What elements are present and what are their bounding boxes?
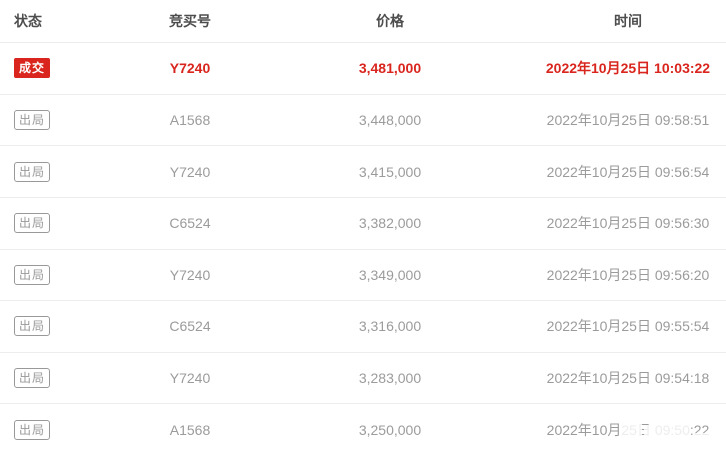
column-header-price: 价格 bbox=[376, 13, 404, 29]
bid-time: 2022年10月25日 09:50:22 bbox=[546, 421, 710, 438]
bid-price: 3,415,000 bbox=[358, 163, 422, 180]
bidder-number: Y7240 bbox=[169, 163, 211, 180]
bidder-number: C6524 bbox=[169, 318, 211, 335]
bid-price: 3,481,000 bbox=[358, 60, 422, 77]
bid-price: 3,250,000 bbox=[358, 421, 422, 438]
status-badge: 出局 bbox=[14, 264, 51, 285]
table-row: 出局 A1568 3,250,000 2022年10月25日 09:50:22 bbox=[0, 403, 726, 455]
bid-price: 3,316,000 bbox=[358, 318, 422, 335]
table-row: 成交 Y7240 3,481,000 2022年10月25日 10:03:22 bbox=[0, 42, 726, 94]
bid-price: 3,448,000 bbox=[358, 111, 422, 128]
bidder-number: Y7240 bbox=[169, 60, 211, 77]
bid-time: 2022年10月25日 09:56:20 bbox=[546, 266, 710, 283]
column-header-status: 状态 bbox=[14, 13, 42, 29]
status-badge: 出局 bbox=[14, 368, 51, 389]
bidder-number: C6524 bbox=[169, 215, 211, 232]
status-badge: 出局 bbox=[14, 419, 51, 440]
table-row: 出局 Y7240 3,415,000 2022年10月25日 09:56:54 bbox=[0, 145, 726, 197]
status-badge: 出局 bbox=[14, 109, 51, 130]
bid-time: 2022年10月25日 09:55:54 bbox=[546, 318, 710, 335]
bidder-number: A1568 bbox=[169, 421, 211, 438]
status-badge: 成交 bbox=[14, 58, 51, 79]
bid-time: 2022年10月25日 09:54:18 bbox=[546, 370, 710, 387]
column-header-time: 时间 bbox=[614, 13, 642, 29]
bid-price: 3,349,000 bbox=[358, 266, 422, 283]
bid-time: 2022年10月25日 09:58:51 bbox=[546, 111, 710, 128]
bidder-number: Y7240 bbox=[169, 266, 211, 283]
status-badge: 出局 bbox=[14, 316, 51, 337]
column-header-bidder: 竞买号 bbox=[169, 13, 211, 29]
bid-price: 3,283,000 bbox=[358, 370, 422, 387]
table-row: 出局 C6524 3,382,000 2022年10月25日 09:56:30 bbox=[0, 196, 726, 249]
table-row: 出局 A1568 3,448,000 2022年10月25日 09:58:51 bbox=[0, 93, 726, 146]
table-header-row: 状态 竞买号 价格 时间 bbox=[0, 0, 726, 42]
table-row: 出局 Y7240 3,283,000 2022年10月25日 09:54:18 bbox=[0, 351, 726, 404]
bidder-number: Y7240 bbox=[169, 370, 211, 387]
bid-price: 3,382,000 bbox=[358, 215, 422, 232]
bid-time: 2022年10月25日 09:56:54 bbox=[546, 163, 710, 180]
bid-time: 2022年10月25日 09:56:30 bbox=[546, 215, 710, 232]
bid-time: 2022年10月25日 10:03:22 bbox=[545, 60, 711, 77]
table-row: 出局 Y7240 3,349,000 2022年10月25日 09:56:20 bbox=[0, 248, 726, 301]
table-row: 出局 C6524 3,316,000 2022年10月25日 09:55:54 bbox=[0, 300, 726, 352]
status-badge: 出局 bbox=[14, 213, 51, 234]
status-badge: 出局 bbox=[14, 161, 51, 182]
bidder-number: A1568 bbox=[169, 111, 211, 128]
